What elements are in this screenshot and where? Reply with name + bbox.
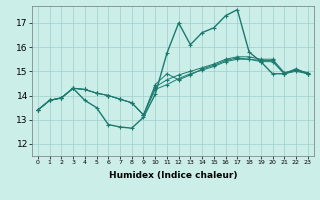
X-axis label: Humidex (Indice chaleur): Humidex (Indice chaleur) bbox=[108, 171, 237, 180]
